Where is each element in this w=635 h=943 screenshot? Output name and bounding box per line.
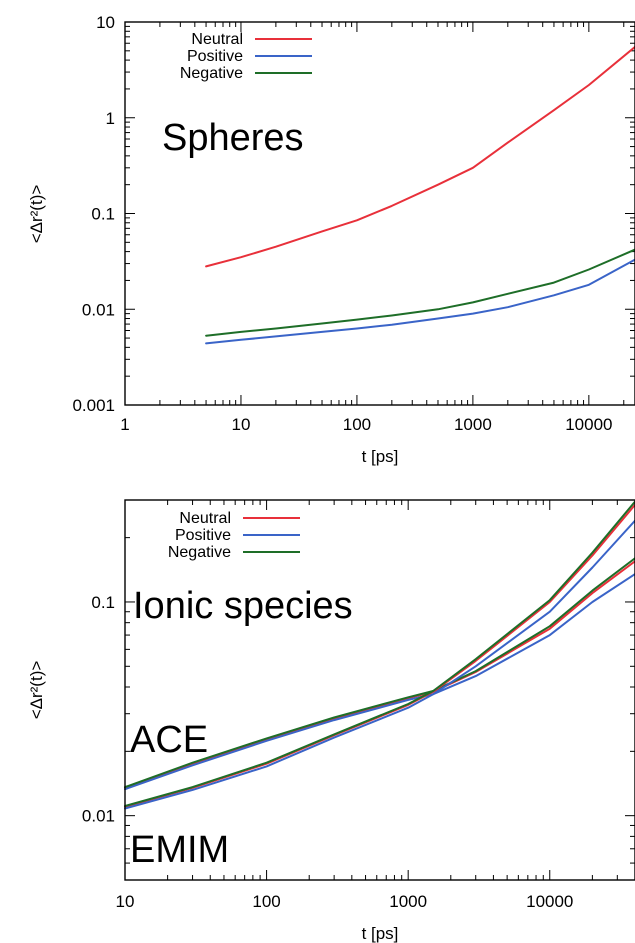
y-tick-label: 0.001 <box>72 396 115 415</box>
series-line-negative <box>205 248 635 337</box>
ionic-legend: Neutral Positive Negative <box>168 510 300 561</box>
spheres-y-axis-label: <Δr²(t)> <box>27 185 46 244</box>
ionic-plot-frame <box>124 499 635 881</box>
y-tick-label: 0.01 <box>82 807 115 826</box>
series-line-ace-negative <box>124 557 635 789</box>
x-tick-label: 100 <box>252 892 280 911</box>
ionic-y-axis-label: <Δr²(t)> <box>27 661 46 720</box>
series-line-emim-positive <box>124 519 635 810</box>
x-tick-label: 1000 <box>454 415 492 434</box>
ionic-species-annotation: Ionic species <box>133 585 353 627</box>
series-line-positive <box>205 258 635 345</box>
series-line-emim-negative <box>124 500 635 807</box>
series-line-neutral <box>205 45 635 268</box>
x-tick-label: 1 <box>120 415 129 434</box>
ace-annotation: ACE <box>130 719 208 761</box>
emim-annotation: EMIM <box>130 829 229 871</box>
spheres-x-axis-label: t [ps] <box>362 447 399 466</box>
x-tick-label: 10000 <box>565 415 612 434</box>
legend-label-positive: Positive <box>187 48 243 65</box>
ionic-x-axis-label: t [ps] <box>362 924 399 943</box>
x-tick-label: 10 <box>232 415 251 434</box>
y-tick-label: 0.1 <box>91 205 115 224</box>
x-tick-label: 10000 <box>526 892 573 911</box>
y-tick-label: 0.01 <box>82 300 115 319</box>
x-tick-label: 10 <box>116 892 135 911</box>
spheres-legend: Neutral Positive Negative <box>180 31 312 82</box>
y-tick-label: 1 <box>106 109 115 128</box>
y-tick-label: 10 <box>96 13 115 32</box>
spheres-plot-frame <box>124 21 635 406</box>
x-tick-label: 1000 <box>389 892 427 911</box>
legend-label-negative: Negative <box>168 544 231 561</box>
legend-label-negative: Negative <box>180 65 243 82</box>
y-tick-label: 0.1 <box>91 593 115 612</box>
legend-label-neutral: Neutral <box>179 510 231 527</box>
legend-label-positive: Positive <box>175 527 231 544</box>
spheres-annotation: Spheres <box>162 117 304 159</box>
spheres-chart-panel: 1 10 100 1000 10000 0.001 0.01 0.1 1 10 Spheres N… <box>27 13 635 466</box>
legend-label-neutral: Neutral <box>191 31 243 48</box>
x-tick-label: 100 <box>343 415 371 434</box>
